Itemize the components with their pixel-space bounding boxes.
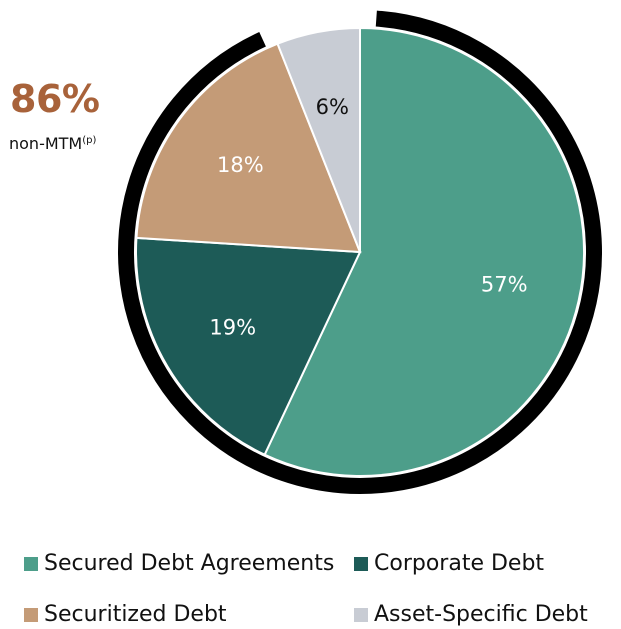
pie-chart: 57% 19% 18% 6% xyxy=(118,10,602,494)
legend-item-securitized-debt: Securitized Debt xyxy=(24,602,227,627)
non-mtm-footnote: (p) xyxy=(82,135,97,146)
pie-slice-corporate-debt xyxy=(135,236,362,457)
legend-swatch xyxy=(24,556,38,571)
pie-slice-asset-specific-debt xyxy=(276,26,361,253)
slice-label-asset-specific-debt: 6% xyxy=(316,95,349,119)
non-mtm-highlight-arc xyxy=(118,10,602,494)
legend-swatch xyxy=(354,556,368,571)
legend-item-asset-specific-debt: Asset-Specific Debt xyxy=(354,602,588,627)
legend-swatch xyxy=(24,607,38,622)
slice-label-layer: 57% 19% 18% 6% xyxy=(209,95,527,339)
slice-label-securitized-debt: 18% xyxy=(217,153,264,177)
non-mtm-label-text: non-MTM xyxy=(9,134,83,153)
slice-layer xyxy=(135,26,585,477)
legend-item-secured-debt-agreements: Secured Debt Agreements xyxy=(24,551,334,576)
slice-label-corporate-debt: 19% xyxy=(209,315,256,339)
non-mtm-percentage: 86% xyxy=(10,77,100,121)
legend-item-corporate-debt: Corporate Debt xyxy=(354,551,544,576)
legend-label: Securitized Debt xyxy=(44,602,227,627)
pie-slice-secured-debt-agreements xyxy=(263,26,585,477)
legend-label: Secured Debt Agreements xyxy=(44,551,335,576)
non-mtm-label: non-MTM(p) xyxy=(9,134,96,153)
legend-label: Asset-Specific Debt xyxy=(374,602,588,627)
legend-label: Corporate Debt xyxy=(374,551,545,576)
legend-swatch xyxy=(354,607,368,622)
highlight-arc-layer xyxy=(118,10,602,494)
slice-label-secured-debt-agreements: 57% xyxy=(481,272,528,296)
pie-slice-securitized-debt xyxy=(135,42,362,254)
